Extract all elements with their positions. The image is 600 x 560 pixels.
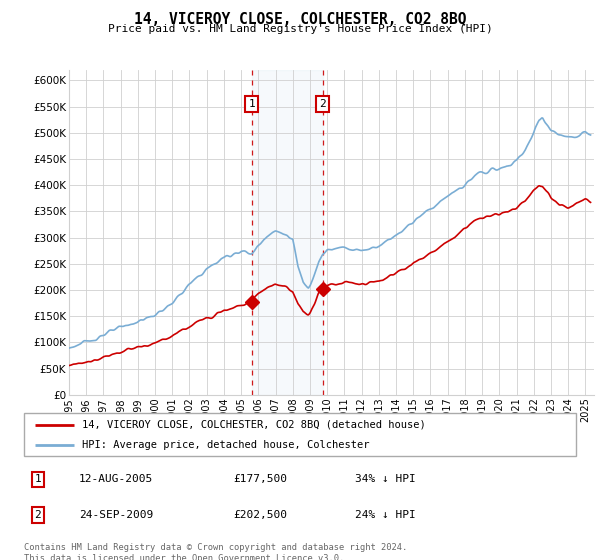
Text: 14, VICEROY CLOSE, COLCHESTER, CO2 8BQ: 14, VICEROY CLOSE, COLCHESTER, CO2 8BQ <box>134 12 466 27</box>
Text: £202,500: £202,500 <box>234 510 288 520</box>
Text: 12-AUG-2005: 12-AUG-2005 <box>79 474 154 484</box>
Text: Price paid vs. HM Land Registry's House Price Index (HPI): Price paid vs. HM Land Registry's House … <box>107 24 493 34</box>
Text: 2: 2 <box>34 510 41 520</box>
Text: 24-SEP-2009: 24-SEP-2009 <box>79 510 154 520</box>
Bar <box>251 70 323 395</box>
Text: HPI: Average price, detached house, Colchester: HPI: Average price, detached house, Colc… <box>82 440 370 450</box>
Text: £177,500: £177,500 <box>234 474 288 484</box>
Text: 24% ↓ HPI: 24% ↓ HPI <box>355 510 416 520</box>
FancyBboxPatch shape <box>24 413 576 456</box>
Text: 14, VICEROY CLOSE, COLCHESTER, CO2 8BQ (detached house): 14, VICEROY CLOSE, COLCHESTER, CO2 8BQ (… <box>82 420 426 430</box>
Text: 1: 1 <box>248 99 255 109</box>
Text: 34% ↓ HPI: 34% ↓ HPI <box>355 474 416 484</box>
Text: Contains HM Land Registry data © Crown copyright and database right 2024.
This d: Contains HM Land Registry data © Crown c… <box>24 543 407 560</box>
Text: 1: 1 <box>34 474 41 484</box>
Text: 2: 2 <box>319 99 326 109</box>
